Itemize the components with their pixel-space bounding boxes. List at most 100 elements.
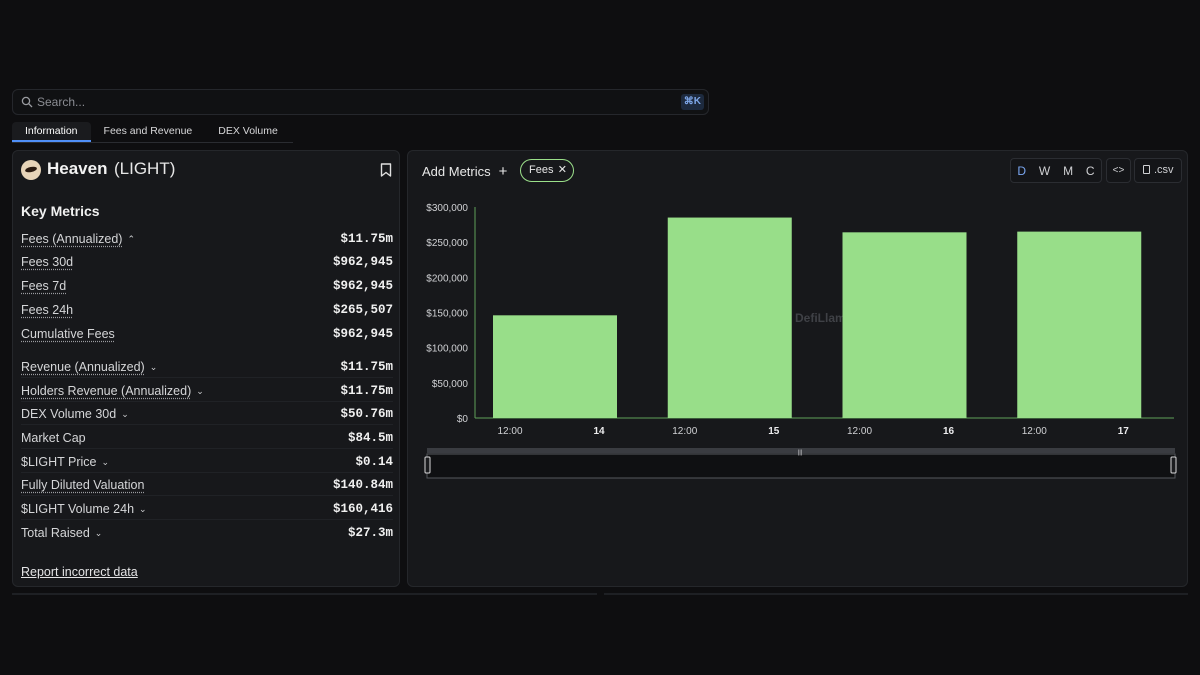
metric-row-fees-30d: Fees 30d $962,945 bbox=[21, 253, 393, 273]
metric-label: Cumulative Fees bbox=[21, 327, 115, 341]
chevron-down-icon: ⌄ bbox=[121, 409, 129, 419]
metric-label: Market Cap bbox=[21, 431, 86, 445]
fees-bar-chart: DefiLlama $0 $50,000 $100,000 $150,000 $200,0… bbox=[424, 203, 1177, 479]
metric-value: $11.75m bbox=[340, 384, 393, 398]
metric-row-light-volume-24h[interactable]: $LIGHT Volume 24h ⌄ $160,416 bbox=[21, 500, 393, 520]
chevron-down-icon: ⌄ bbox=[149, 362, 158, 372]
metric-row-light-price[interactable]: $LIGHT Price ⌄ $0.14 bbox=[21, 453, 393, 473]
metric-value: $11.75m bbox=[340, 360, 393, 374]
file-icon bbox=[1143, 165, 1150, 174]
x-subtick-label: 12:00 bbox=[497, 426, 522, 437]
token-logo bbox=[21, 160, 41, 180]
metric-value: $140.84m bbox=[332, 478, 393, 492]
granularity-cumulative-button[interactable]: C bbox=[1085, 163, 1095, 178]
metric-value: $962,945 bbox=[332, 279, 393, 293]
search-input[interactable] bbox=[37, 93, 637, 111]
granularity-daily-button[interactable]: D bbox=[1017, 163, 1027, 178]
metric-row-dex-volume-30d[interactable]: DEX Volume 30d ⌄ $50.76m bbox=[21, 405, 393, 425]
chart-bar bbox=[493, 315, 617, 418]
close-icon[interactable]: ✕ bbox=[557, 164, 567, 176]
plus-icon: + bbox=[498, 163, 508, 180]
granularity-monthly-button[interactable]: M bbox=[1063, 163, 1074, 178]
metric-row-fdv: Fully Diluted Valuation $140.84m bbox=[21, 476, 393, 496]
y-tick-label: $150,000 bbox=[426, 309, 468, 320]
shortcut-badge: ⌘K bbox=[680, 94, 704, 110]
range-slider-grip-icon: ||| bbox=[798, 450, 803, 456]
metric-label: $LIGHT Price bbox=[21, 455, 97, 469]
x-subtick-label: 12:00 bbox=[847, 426, 872, 437]
x-tick-label: 14 bbox=[593, 426, 605, 437]
metric-row-market-cap: Market Cap $84.5m bbox=[21, 429, 393, 449]
chevron-down-icon: ⌄ bbox=[196, 386, 204, 396]
chart-watermark: DefiLlama bbox=[795, 311, 853, 325]
chevron-down-icon: ⌄ bbox=[94, 528, 103, 538]
tab-dex-volume[interactable]: DEX Volume bbox=[218, 125, 278, 137]
metric-row-fees-7d: Fees 7d $962,945 bbox=[21, 277, 393, 297]
chevron-up-icon: ⌃ bbox=[127, 234, 135, 244]
y-tick-label: $0 bbox=[457, 414, 469, 425]
scroll-track-right bbox=[604, 593, 1188, 595]
x-tick-label: 17 bbox=[1118, 426, 1130, 437]
chart-bar bbox=[1017, 231, 1142, 418]
metric-value: $0.14 bbox=[355, 455, 393, 469]
chevron-down-icon: ⌄ bbox=[101, 457, 110, 467]
range-slider-left-handle[interactable] bbox=[424, 456, 431, 474]
metric-value: $962,945 bbox=[332, 255, 393, 269]
x-subtick-label: 12:00 bbox=[1022, 426, 1047, 437]
fees-metric-chip[interactable]: Fees ✕ bbox=[520, 159, 574, 182]
chart-panel: Add Metrics + Fees ✕ D W M C <> .csv DefiL… bbox=[407, 150, 1188, 587]
x-tick-label: 16 bbox=[943, 426, 955, 437]
tab-information[interactable]: Information bbox=[12, 122, 91, 142]
metric-value: $962,945 bbox=[332, 327, 393, 341]
y-tick-label: $200,000 bbox=[426, 273, 468, 284]
metric-label: $LIGHT Volume 24h bbox=[21, 502, 135, 516]
scroll-track-left bbox=[12, 593, 597, 595]
tab-fees-and-revenue[interactable]: Fees and Revenue bbox=[103, 125, 193, 137]
metric-label: Holders Revenue (Annualized) bbox=[21, 384, 192, 398]
token-name: Heaven bbox=[47, 159, 108, 178]
metric-value: $84.5m bbox=[347, 431, 393, 445]
bookmark-icon[interactable] bbox=[380, 163, 392, 177]
add-metrics-label: Add Metrics bbox=[422, 164, 491, 179]
csv-label: .csv bbox=[1154, 164, 1174, 176]
granularity-weekly-button[interactable]: W bbox=[1038, 163, 1051, 178]
info-panel: Heaven (LIGHT) Key Metrics Fees (Annuali… bbox=[12, 150, 400, 587]
metric-value: $160,416 bbox=[332, 502, 393, 516]
metric-value: $50.76m bbox=[340, 407, 393, 421]
granularity-selector: D W M C bbox=[1010, 158, 1102, 183]
embed-code-button[interactable]: <> bbox=[1106, 158, 1131, 183]
metric-row-fees-annualized[interactable]: Fees (Annualized) ⌃ $11.75m bbox=[21, 230, 393, 250]
metric-row-cumulative-fees: Cumulative Fees $962,945 bbox=[21, 325, 393, 345]
metric-label: Revenue (Annualized) bbox=[21, 360, 145, 374]
range-slider-right-handle[interactable] bbox=[1170, 456, 1177, 474]
metric-label: DEX Volume 30d bbox=[21, 407, 117, 421]
x-subtick-label: 12:00 bbox=[672, 426, 697, 437]
metric-label: Fees (Annualized) bbox=[21, 232, 123, 246]
token-symbol: (LIGHT) bbox=[114, 159, 176, 178]
metric-row-revenue-annualized[interactable]: Revenue (Annualized) ⌄ $11.75m bbox=[21, 358, 393, 378]
csv-download-button[interactable]: .csv bbox=[1134, 158, 1182, 183]
metric-value: $27.3m bbox=[347, 526, 393, 540]
y-tick-label: $300,000 bbox=[426, 203, 468, 214]
metric-label: Total Raised bbox=[21, 526, 90, 540]
chart-bar bbox=[842, 232, 967, 418]
y-tick-label: $100,000 bbox=[426, 344, 468, 355]
range-slider-window bbox=[426, 453, 1176, 479]
chip-label: Fees bbox=[529, 164, 554, 176]
metric-row-total-raised[interactable]: Total Raised ⌄ $27.3m bbox=[21, 524, 393, 544]
chevron-down-icon: ⌄ bbox=[139, 504, 147, 514]
metric-row-fees-24h: Fees 24h $265,507 bbox=[21, 301, 393, 321]
metric-label: Fees 7d bbox=[21, 279, 67, 293]
add-metrics-button[interactable]: Add Metrics + bbox=[422, 163, 507, 180]
metric-label: Fully Diluted Valuation bbox=[21, 478, 145, 492]
report-incorrect-data-link[interactable]: Report incorrect data bbox=[21, 565, 138, 579]
y-tick-label: $50,000 bbox=[432, 379, 469, 390]
metric-value: $11.75m bbox=[340, 232, 393, 246]
range-slider-track bbox=[427, 448, 1175, 453]
search-bar[interactable]: ⌘K bbox=[12, 89, 709, 115]
chart-bar bbox=[667, 217, 792, 418]
metric-row-holders-revenue[interactable]: Holders Revenue (Annualized) ⌄ $11.75m bbox=[21, 382, 393, 402]
metric-label: Fees 24h bbox=[21, 303, 74, 317]
search-icon bbox=[21, 96, 33, 108]
key-metrics-title: Key Metrics bbox=[21, 203, 100, 219]
